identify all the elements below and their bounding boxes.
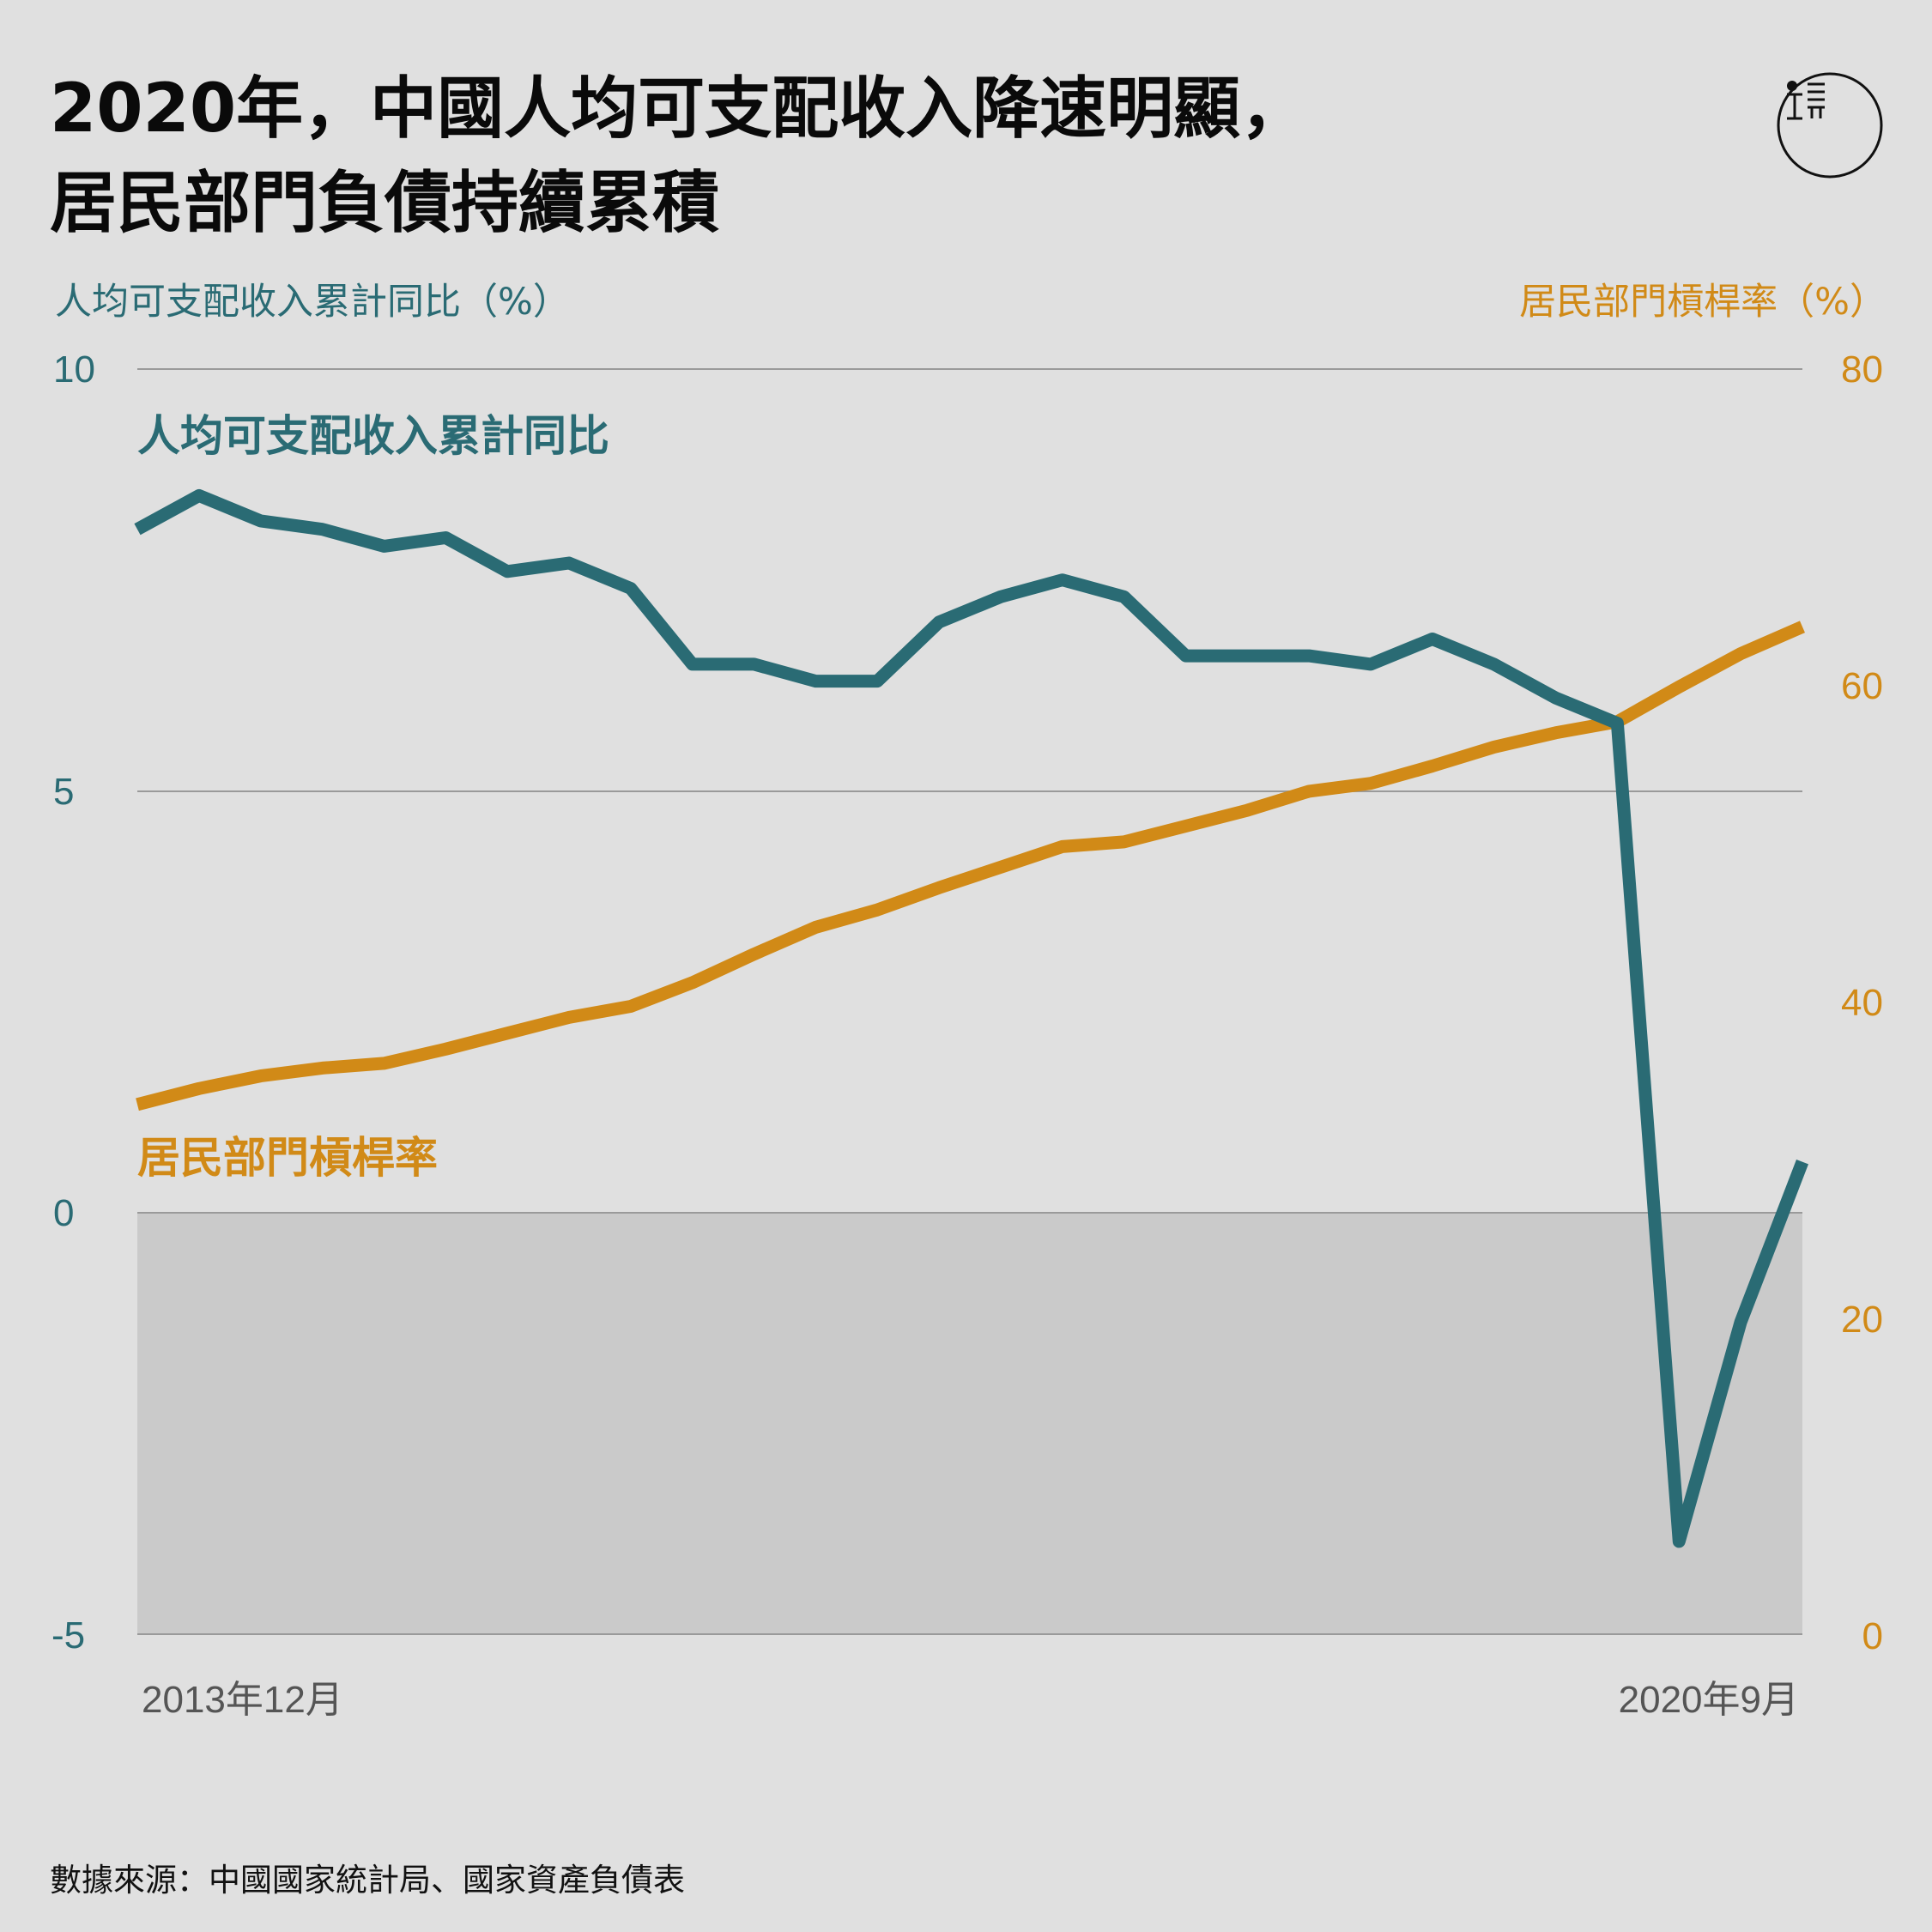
left-tick-minus5: -5 [51, 1614, 85, 1656]
x-tick-end: 2020年9月 [1619, 1679, 1799, 1721]
right-tick-80: 80 [1841, 348, 1883, 391]
left-tick-5: 5 [53, 771, 74, 813]
negative-zone [137, 1213, 1802, 1634]
series-label-income: 人均可支配收入累計同比 [137, 411, 609, 461]
chart-title: 2020年，中國人均可支配收入降速明顯， 居民部門負債持續累積 [50, 62, 1307, 251]
title-line-1: 2020年，中國人均可支配收入降速明顯， [50, 70, 1308, 148]
left-ticks: 10 5 0 -5 [51, 348, 95, 1656]
right-axis-label: 居民部門槓桿率（%） [1519, 281, 1887, 324]
left-axis-label: 人均可支配收入累計同比（%） [55, 281, 570, 324]
series-line-leverage [136, 621, 1805, 1111]
gridlines [137, 368, 1802, 1635]
x-tick-start: 2013年12月 [142, 1679, 343, 1721]
right-tick-0: 0 [1862, 1615, 1883, 1657]
left-tick-0: 0 [53, 1192, 74, 1234]
series-line-income [134, 488, 1808, 1548]
series-label-leverage: 居民部門槓桿率 [137, 1133, 438, 1183]
right-tick-60: 60 [1841, 665, 1883, 707]
source-note: 數據來源：中國國家統計局、國家資產負債表 [50, 1862, 685, 1899]
x-ticks: 2013年12月 2020年9月 [142, 1679, 1799, 1721]
right-tick-40: 40 [1841, 982, 1883, 1024]
logo-icon [1777, 72, 1883, 179]
left-tick-10: 10 [53, 348, 95, 391]
right-ticks: 80 60 40 20 0 [1841, 348, 1883, 1657]
right-tick-20: 20 [1841, 1299, 1883, 1341]
title-line-2: 居民部門負債持續累積 [50, 165, 720, 242]
